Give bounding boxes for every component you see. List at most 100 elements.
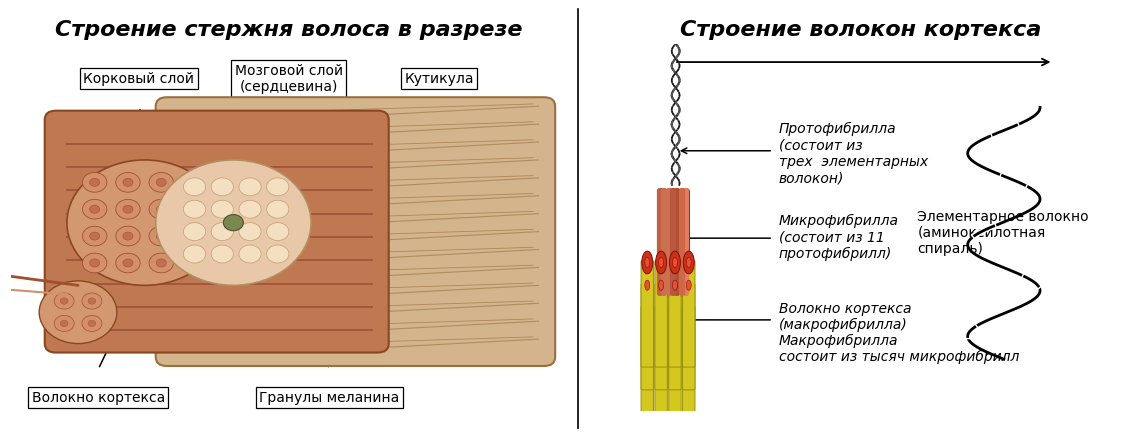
Circle shape [673, 303, 677, 313]
Circle shape [54, 316, 74, 332]
Circle shape [212, 200, 233, 218]
Circle shape [182, 173, 207, 192]
Text: Строение волокон кортекса: Строение волокон кортекса [681, 20, 1041, 40]
FancyBboxPatch shape [683, 284, 694, 390]
Circle shape [82, 316, 102, 332]
Circle shape [157, 178, 166, 186]
Circle shape [122, 205, 133, 213]
Circle shape [683, 297, 694, 319]
Circle shape [645, 303, 650, 313]
Circle shape [642, 297, 653, 319]
Circle shape [656, 297, 667, 319]
Circle shape [239, 245, 261, 263]
Circle shape [122, 178, 133, 186]
Circle shape [89, 232, 100, 240]
FancyBboxPatch shape [156, 97, 555, 366]
Circle shape [182, 253, 207, 273]
Circle shape [683, 251, 694, 274]
FancyBboxPatch shape [641, 260, 653, 367]
Circle shape [89, 178, 100, 186]
Circle shape [212, 245, 233, 263]
Circle shape [66, 160, 222, 285]
Circle shape [669, 297, 681, 319]
Circle shape [656, 251, 667, 274]
Circle shape [267, 245, 288, 263]
Circle shape [183, 178, 206, 196]
Circle shape [659, 303, 664, 313]
Circle shape [82, 199, 106, 219]
FancyBboxPatch shape [654, 284, 667, 390]
Circle shape [190, 232, 199, 240]
Circle shape [267, 223, 288, 240]
Circle shape [212, 223, 233, 240]
Circle shape [267, 178, 288, 196]
FancyBboxPatch shape [669, 306, 681, 413]
Text: Микрофибрилла
(состоит из 11
протофибрилл): Микрофибрилла (состоит из 11 протофибрил… [779, 214, 899, 261]
Circle shape [157, 259, 166, 267]
Circle shape [656, 274, 667, 297]
Circle shape [82, 253, 106, 273]
Circle shape [645, 257, 650, 267]
FancyBboxPatch shape [641, 284, 653, 390]
Circle shape [116, 173, 141, 192]
Circle shape [645, 280, 650, 290]
Circle shape [82, 293, 102, 309]
Circle shape [182, 199, 207, 219]
Circle shape [156, 160, 311, 285]
FancyBboxPatch shape [683, 306, 694, 413]
Circle shape [82, 226, 106, 246]
Circle shape [89, 205, 100, 213]
Circle shape [88, 320, 96, 326]
Circle shape [39, 281, 117, 343]
Circle shape [190, 259, 199, 267]
Circle shape [149, 199, 174, 219]
Circle shape [239, 223, 261, 240]
Circle shape [149, 253, 174, 273]
Circle shape [61, 320, 67, 326]
Circle shape [683, 274, 694, 297]
Text: Волокно кортекса
(макрофибрилла)
Макрофибрилла
состоит из тысяч микрофибрилл: Волокно кортекса (макрофибрилла) Макрофи… [779, 302, 1019, 364]
FancyBboxPatch shape [669, 284, 681, 390]
Text: Гранулы меланина: Гранулы меланина [260, 391, 399, 405]
Circle shape [686, 280, 691, 290]
Circle shape [239, 178, 261, 196]
Circle shape [686, 257, 691, 267]
Circle shape [267, 200, 288, 218]
Circle shape [88, 298, 96, 304]
FancyBboxPatch shape [654, 306, 667, 413]
Circle shape [686, 303, 691, 313]
Circle shape [183, 200, 206, 218]
FancyBboxPatch shape [683, 260, 694, 367]
Circle shape [642, 274, 653, 297]
FancyBboxPatch shape [654, 260, 667, 367]
Circle shape [157, 205, 166, 213]
Circle shape [61, 298, 67, 304]
Text: Корковый слой: Корковый слой [84, 72, 194, 86]
Circle shape [122, 259, 133, 267]
Text: Протофибрилла
(состоит из
трех  элементарных
волокон): Протофибрилла (состоит из трех элементар… [779, 122, 928, 185]
Circle shape [54, 293, 74, 309]
Text: Строение стержня волоса в разрезе: Строение стержня волоса в разрезе [55, 20, 523, 40]
Circle shape [182, 226, 207, 246]
Text: Волокно кортекса: Волокно кортекса [32, 391, 165, 405]
Circle shape [239, 200, 261, 218]
FancyBboxPatch shape [669, 260, 681, 367]
Circle shape [642, 251, 653, 274]
Circle shape [82, 173, 106, 192]
Text: Кутикула: Кутикула [404, 72, 474, 86]
Circle shape [183, 223, 206, 240]
Text: Мозговой слой
(сердцевина): Мозговой слой (сердцевина) [235, 63, 343, 94]
Circle shape [89, 259, 100, 267]
Circle shape [116, 253, 141, 273]
FancyBboxPatch shape [45, 111, 389, 353]
FancyBboxPatch shape [641, 306, 653, 413]
Circle shape [673, 280, 677, 290]
Circle shape [183, 245, 206, 263]
Circle shape [659, 280, 664, 290]
Circle shape [223, 215, 244, 231]
Circle shape [149, 226, 174, 246]
Circle shape [149, 173, 174, 192]
Circle shape [190, 178, 199, 186]
Text: Элементарное волокно
(аминоксилотная
спираль): Элементарное волокно (аминоксилотная спи… [917, 210, 1089, 256]
Circle shape [669, 251, 681, 274]
